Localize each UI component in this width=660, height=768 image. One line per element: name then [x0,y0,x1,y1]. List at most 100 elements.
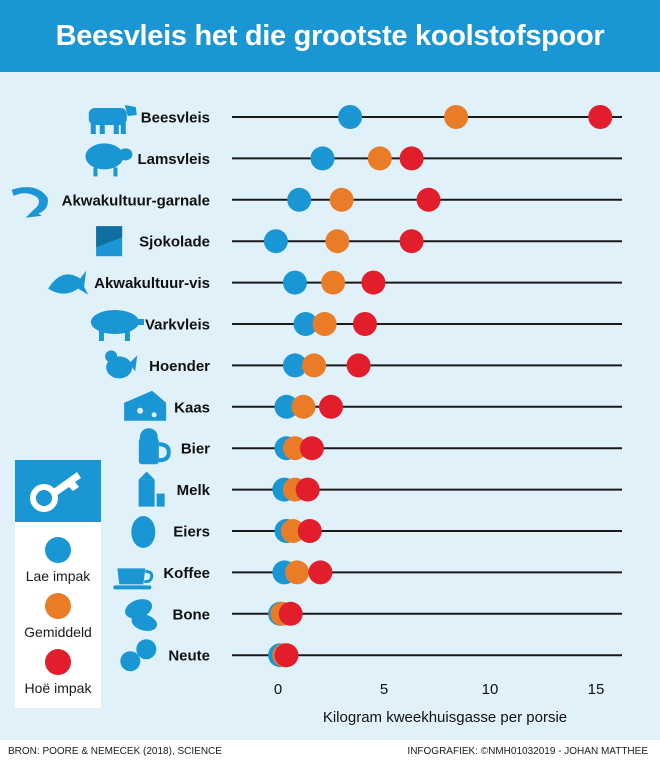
coffee-icon [113,568,154,590]
legend-label-low: Lae impak [25,568,91,584]
category-label: Lamsvleis [137,151,210,168]
data-point [280,519,305,543]
peanut-icon [120,639,157,672]
pig-icon [90,310,144,341]
data-point [319,394,343,419]
data-point [352,312,377,336]
sheep-head [118,148,133,161]
cheese-hole [151,412,157,418]
data-point [297,519,322,543]
data-point [325,229,350,254]
chicken-head [105,350,118,363]
fish-icon [48,270,89,295]
bean [131,614,158,631]
data-point [291,394,316,419]
pig-snout [136,319,144,325]
data-point [263,229,288,254]
bean [125,599,153,619]
shrimp-icon [11,187,48,218]
sheep-body [85,143,124,170]
category-label: Koffee [163,565,210,582]
legend-label-high: Hoë impak [24,680,92,696]
data-point [310,146,335,171]
beer-icon [138,428,171,465]
shrimp-body [11,187,48,214]
sheep-leg [113,167,118,177]
category-label: Varkvleis [145,317,210,334]
cow-leg [120,123,126,134]
cow-leg [90,123,96,134]
egg-shape [131,516,156,548]
data-point [312,312,337,336]
data-point [302,353,327,378]
data-point [338,105,363,129]
data-point [346,353,371,378]
chicken-icon [105,350,138,379]
cheese-wedge [124,390,167,421]
egg-icon [131,516,156,548]
chicken-tail [129,355,138,372]
data-point [329,187,354,212]
data-point [274,394,299,419]
cow-leg [99,123,105,134]
cheese-hole [137,407,144,414]
legend-dot-mid [45,593,71,619]
data-point [285,560,310,585]
chocolate-icon [96,226,123,257]
pig-leg [124,330,130,341]
data-point [282,436,307,461]
coffee-handle [144,569,154,584]
beer-handle [158,442,171,463]
data-point [321,270,346,295]
data-point [274,643,299,668]
legend-key-tile [15,460,101,522]
cheese-icon [124,390,167,421]
coffee-cup [117,568,146,585]
data-point [399,229,424,254]
sheep-icon [85,143,133,177]
category-label: Akwakultuur-vis [94,275,210,292]
coffee-saucer [113,585,152,590]
x-tick-label: 5 [380,681,388,698]
legend-label-mid: Gemiddeld [24,624,92,640]
data-point [399,146,424,171]
key-icon [30,472,81,512]
pig-leg [98,330,104,341]
page-title: Beesvleis het die grootste koolstofspoor [55,20,605,52]
category-label: Beesvleis [141,110,210,127]
category-label: Neute [168,648,210,665]
data-point [416,187,441,212]
cow-head [124,105,137,116]
category-label: Melk [177,482,211,499]
data-point [278,601,303,626]
x-tick-label: 0 [274,681,282,698]
category-label: Bone [173,606,211,623]
source-note: BRON: POORE & NEMECEK (2018), SCIENCE [8,746,222,757]
category-label: Kaas [174,399,210,416]
data-point [588,105,613,129]
cow-icon [88,105,137,134]
chocolate-wrapper [96,226,123,248]
category-label: Eiers [173,524,210,541]
data-point [299,436,324,461]
beer-mug [138,438,159,465]
sheep-leg [93,167,98,177]
milk-carton [138,479,155,507]
legend-dot-low [45,537,71,563]
title-bar [0,0,660,72]
x-tick-label: 10 [482,681,499,698]
data-point [308,560,333,585]
data-point [293,312,318,336]
milk-icon [138,471,165,507]
x-axis-label: Kilogram kweekhuisgasse per porsie [323,709,567,726]
milk-top [138,471,155,480]
fish-body [48,270,89,295]
data-point [282,353,307,378]
data-point [444,105,469,129]
category-label: Sjokolade [139,234,210,251]
peanut-lobe [136,639,157,660]
category-label: Akwakultuur-garnale [62,192,210,209]
beans-icon [125,599,158,631]
data-point [282,270,307,295]
